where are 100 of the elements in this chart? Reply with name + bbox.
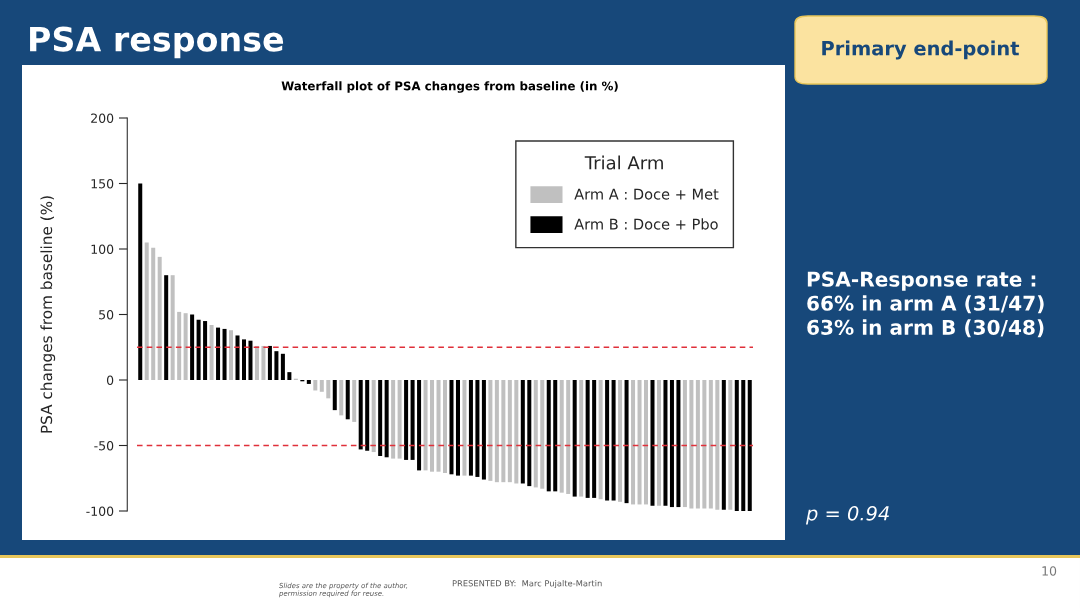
bar: [326, 380, 331, 399]
bar: [592, 380, 597, 498]
bar: [611, 380, 616, 501]
bar: [190, 314, 195, 380]
bar: [494, 380, 499, 483]
bar: [209, 324, 214, 380]
bar: [313, 380, 318, 391]
bar: [261, 345, 266, 380]
legend-label: Arm B : Doce + Pbo: [574, 218, 718, 230]
bar: [423, 380, 428, 471]
bar: [624, 380, 629, 504]
bar: [598, 380, 603, 500]
bar: [455, 380, 460, 476]
bar: [728, 380, 733, 510]
bar: [345, 380, 350, 420]
bar: [676, 380, 681, 508]
bar: [637, 380, 642, 505]
bar: [559, 380, 564, 493]
bar: [352, 380, 357, 422]
bar: [747, 380, 752, 511]
bar: [404, 380, 409, 460]
bar: [669, 380, 674, 508]
bar: [682, 380, 687, 508]
bar: [708, 380, 713, 509]
bar: [507, 380, 512, 483]
y-tick-label: 150: [91, 178, 114, 189]
bar: [546, 380, 551, 492]
bar: [319, 380, 324, 392]
bar: [248, 340, 253, 380]
bar: [741, 380, 746, 511]
bar: [605, 380, 610, 501]
bar: [378, 380, 383, 456]
bar: [274, 351, 279, 380]
bar: [241, 339, 246, 380]
bar: [715, 380, 720, 510]
text: 10: [1042, 566, 1057, 576]
y-axis-title: PSA changes from baseline (%): [40, 196, 56, 433]
bar: [533, 380, 538, 488]
bar: [222, 328, 227, 380]
bar: [430, 380, 435, 472]
bar: [695, 380, 700, 509]
legend-label: Arm A : Doce + Met: [574, 188, 719, 200]
bar: [644, 380, 649, 505]
bar: [501, 380, 506, 483]
bar: [585, 380, 590, 498]
y-tick-label: -100: [86, 506, 114, 516]
bar: [442, 380, 448, 474]
bar: [566, 380, 571, 494]
bar: [520, 380, 525, 484]
bar: [358, 380, 363, 450]
bar: [618, 380, 623, 502]
bar: [734, 380, 739, 511]
bar: [138, 183, 143, 380]
bar: [689, 380, 694, 509]
bar: [721, 380, 726, 510]
bar: [170, 275, 175, 380]
bar: [183, 313, 188, 380]
bar: [203, 321, 208, 380]
text: PRESENTED BY: Marc Pujalte-Martin: [452, 579, 602, 589]
bar: [475, 380, 480, 477]
bar: [157, 256, 162, 380]
y-tick-label: -50: [94, 440, 114, 451]
bar: [410, 380, 415, 460]
legend-title: Trial Arm: [584, 155, 663, 170]
text: Primary end-point: [822, 40, 1020, 60]
bar: [631, 380, 636, 505]
bar: [656, 380, 661, 506]
bar: [462, 380, 467, 476]
bar: [267, 345, 272, 380]
bar: [514, 380, 519, 484]
bar: [196, 319, 201, 380]
bar: [384, 380, 389, 458]
y-tick-label: 200: [91, 113, 114, 123]
y-tick-label: 50: [99, 309, 114, 320]
bar: [391, 380, 396, 459]
bar: [164, 275, 169, 380]
bar: [254, 345, 259, 380]
bar: [488, 380, 493, 481]
bar: [579, 380, 584, 497]
chart-title: PSA response: [30, 26, 284, 59]
bar: [650, 380, 655, 506]
y-tick-label: 0: [106, 375, 114, 385]
bar: [702, 380, 707, 509]
bar: [216, 327, 221, 380]
bar: [151, 247, 156, 380]
bar: [235, 335, 240, 380]
bar: [481, 380, 486, 480]
bar: [332, 380, 337, 411]
bar: [229, 330, 234, 380]
text: p = 0.94: [805, 505, 889, 525]
bar: [468, 380, 473, 476]
bar: [144, 242, 149, 380]
bar: [397, 380, 402, 459]
bar: [417, 380, 422, 471]
bar: [287, 372, 292, 380]
bar: [365, 380, 370, 451]
bar: [540, 380, 545, 489]
y-tick-label: 100: [91, 244, 114, 254]
bar: [339, 380, 344, 416]
bar: [436, 380, 441, 472]
